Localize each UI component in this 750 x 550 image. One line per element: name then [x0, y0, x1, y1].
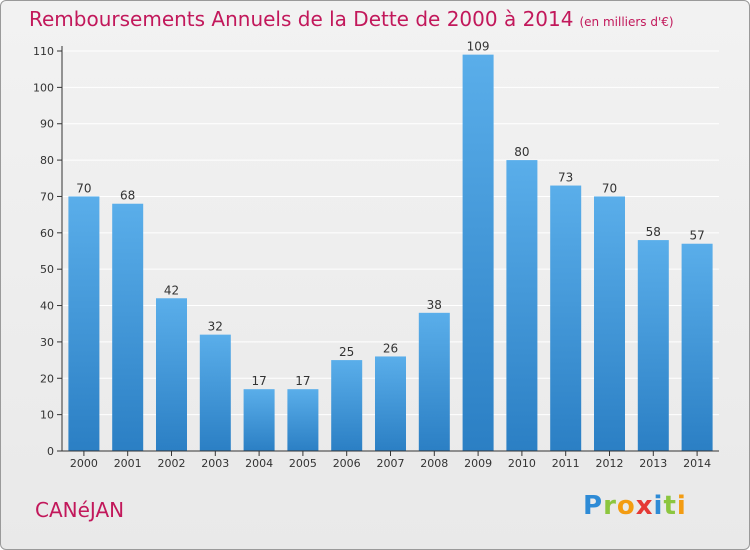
- x-tick-label: 2003: [201, 457, 229, 470]
- y-tick-label: 0: [47, 445, 54, 458]
- logo-letter: t: [663, 491, 677, 521]
- bar-value-label: 70: [602, 181, 617, 195]
- y-tick-label: 70: [40, 190, 54, 203]
- bar: [594, 196, 625, 451]
- x-tick-label: 2002: [158, 457, 186, 470]
- bar-value-label: 17: [251, 374, 266, 388]
- y-tick-label: 60: [40, 227, 54, 240]
- bar: [112, 203, 144, 451]
- x-tick-label: 2011: [552, 457, 580, 470]
- logo-letter: o: [616, 491, 636, 521]
- logo-letter: P: [583, 491, 604, 521]
- commune-name: CANéJAN: [35, 498, 125, 522]
- logo-letter: i: [653, 491, 664, 521]
- x-tick-label: 2000: [70, 457, 98, 470]
- chart-subtitle: (en milliers d'€): [579, 15, 674, 29]
- bars: 70 68 42 32 17 17 25 26 38 109 80 73 70 58 57: [68, 40, 713, 452]
- x-tick-label: 2009: [464, 457, 492, 470]
- bar: [331, 360, 363, 451]
- bar-value-label: 58: [646, 225, 661, 239]
- bar: [506, 160, 538, 451]
- y-tick-label: 30: [40, 336, 54, 349]
- y-tick-label: 90: [40, 118, 54, 131]
- x-tick-label: 2004: [245, 457, 273, 470]
- bar-value-label: 68: [120, 189, 135, 203]
- logo-letter: r: [603, 491, 617, 521]
- bar-value-label: 32: [208, 320, 223, 334]
- bar: [156, 298, 187, 451]
- proxiti-logo: Proxiti: [583, 491, 687, 521]
- x-tick-label: 2012: [596, 457, 624, 470]
- bar-value-label: 26: [383, 341, 398, 355]
- chart-title: Remboursements Annuels de la Dette de 20…: [29, 7, 674, 31]
- y-tick-label: 110: [33, 45, 54, 58]
- bar: [68, 196, 100, 451]
- bar: [550, 185, 582, 451]
- logo-letter: i: [676, 491, 687, 521]
- y-tick-label: 20: [40, 372, 54, 385]
- x-tick-label: 2005: [289, 457, 317, 470]
- bar-value-label: 70: [76, 181, 91, 195]
- bar-value-label: 80: [514, 145, 529, 159]
- bar-value-label: 42: [164, 283, 179, 297]
- axes: 0 10 20 30 40 50 60 70 80 90 100 110 2000 2001 2002 200…: [33, 45, 719, 470]
- y-tick-label: 40: [40, 300, 54, 313]
- y-tick-label: 80: [40, 154, 54, 167]
- bar: [199, 334, 231, 451]
- x-tick-label: 2007: [377, 457, 405, 470]
- bar-value-label: 17: [295, 374, 310, 388]
- x-tick-label: 2008: [420, 457, 448, 470]
- bar: [375, 356, 406, 451]
- bar-value-label: 57: [689, 229, 704, 243]
- x-tick-label: 2006: [333, 457, 361, 470]
- y-tick-label: 50: [40, 263, 54, 276]
- logo-letter: x: [635, 491, 654, 521]
- chart-title-text: Remboursements Annuels de la Dette de 20…: [29, 7, 574, 31]
- bar: [243, 389, 275, 451]
- x-tick-label: 2010: [508, 457, 536, 470]
- bar-value-label: 109: [467, 40, 490, 54]
- bar-value-label: 73: [558, 171, 573, 185]
- bar-value-label: 25: [339, 345, 354, 359]
- bar: [637, 240, 669, 451]
- x-tick-label: 2014: [683, 457, 711, 470]
- bar-value-label: 38: [427, 298, 442, 312]
- x-tick-label: 2013: [639, 457, 667, 470]
- y-tick-label: 100: [33, 81, 54, 94]
- y-tick-label: 10: [40, 409, 54, 422]
- bar: [418, 312, 450, 451]
- bar: [287, 389, 319, 451]
- x-tick-label: 2001: [114, 457, 142, 470]
- bar: [462, 54, 494, 452]
- bar: [681, 243, 713, 451]
